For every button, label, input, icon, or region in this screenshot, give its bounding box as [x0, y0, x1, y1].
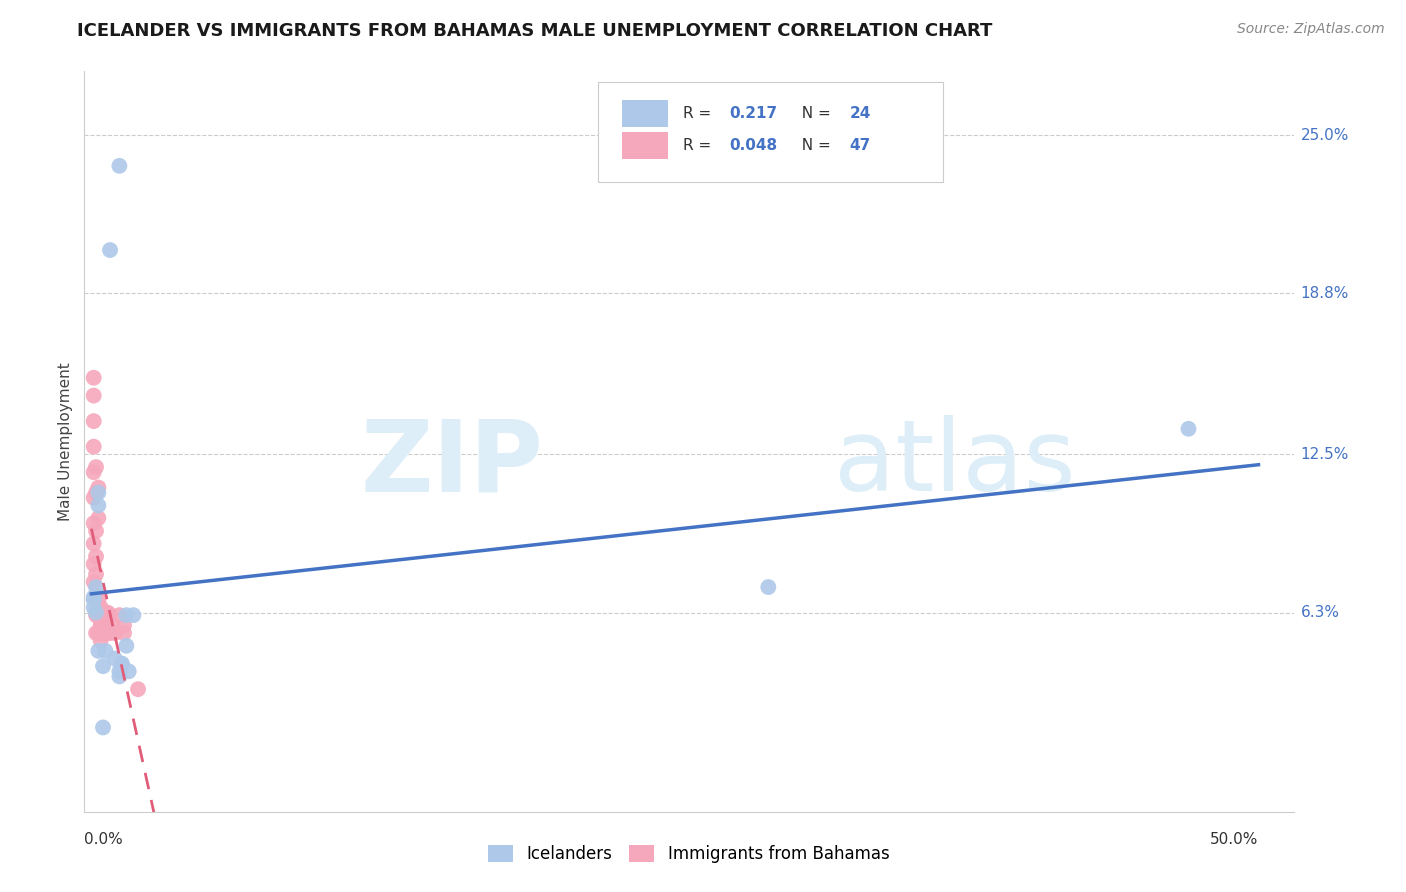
- Point: [91, 606, 114, 620]
- Point: [87, 608, 110, 623]
- Point: [84, 608, 107, 623]
- Point: [112, 618, 135, 632]
- Text: 12.5%: 12.5%: [1301, 447, 1348, 462]
- Point: [98, 626, 121, 640]
- Point: [91, 626, 114, 640]
- Point: [87, 511, 110, 525]
- Point: [84, 524, 107, 538]
- Y-axis label: Male Unemployment: Male Unemployment: [58, 362, 73, 521]
- Point: [87, 499, 110, 513]
- Point: [104, 626, 127, 640]
- Point: [91, 613, 114, 627]
- Point: [84, 549, 107, 564]
- Text: 50.0%: 50.0%: [1211, 832, 1258, 847]
- Point: [83, 440, 105, 454]
- Point: [84, 567, 107, 582]
- Point: [108, 159, 131, 173]
- Point: [122, 608, 145, 623]
- Point: [94, 626, 117, 640]
- Point: [90, 608, 112, 623]
- Point: [108, 608, 131, 623]
- Point: [83, 557, 105, 571]
- Point: [83, 600, 105, 615]
- Point: [83, 370, 105, 384]
- Text: R =: R =: [683, 138, 716, 153]
- Point: [83, 592, 105, 607]
- Point: [84, 588, 107, 602]
- Text: R =: R =: [683, 106, 716, 121]
- Point: [83, 465, 105, 479]
- Point: [111, 657, 134, 671]
- Point: [115, 639, 138, 653]
- FancyBboxPatch shape: [623, 132, 668, 159]
- Point: [101, 618, 124, 632]
- Point: [118, 665, 141, 679]
- Point: [91, 659, 114, 673]
- Point: [84, 485, 107, 500]
- Point: [108, 669, 131, 683]
- Text: atlas: atlas: [834, 416, 1076, 512]
- Point: [97, 626, 120, 640]
- Point: [1177, 422, 1199, 436]
- Point: [90, 613, 112, 627]
- Point: [91, 606, 114, 620]
- Point: [90, 600, 112, 615]
- Text: ZIP: ZIP: [361, 416, 544, 512]
- Legend: Icelanders, Immigrants from Bahamas: Icelanders, Immigrants from Bahamas: [482, 838, 896, 870]
- Text: Source: ZipAtlas.com: Source: ZipAtlas.com: [1237, 22, 1385, 37]
- Point: [83, 591, 105, 605]
- Text: 25.0%: 25.0%: [1301, 128, 1348, 143]
- Point: [98, 243, 121, 257]
- Point: [127, 682, 149, 697]
- Point: [90, 618, 112, 632]
- Point: [94, 608, 117, 623]
- FancyBboxPatch shape: [599, 82, 943, 183]
- Point: [83, 536, 105, 550]
- Point: [98, 608, 121, 623]
- Point: [87, 592, 110, 607]
- Point: [83, 491, 105, 505]
- Text: 47: 47: [849, 138, 870, 153]
- Point: [115, 608, 138, 623]
- Point: [112, 626, 135, 640]
- Point: [83, 414, 105, 428]
- Point: [94, 644, 117, 658]
- Point: [90, 633, 112, 648]
- Point: [87, 485, 110, 500]
- Point: [87, 644, 110, 658]
- Point: [90, 626, 112, 640]
- Point: [83, 574, 105, 589]
- FancyBboxPatch shape: [623, 100, 668, 127]
- Point: [84, 580, 107, 594]
- Point: [108, 665, 131, 679]
- Point: [87, 481, 110, 495]
- Point: [84, 626, 107, 640]
- Point: [84, 460, 107, 475]
- Point: [104, 651, 127, 665]
- Point: [97, 606, 120, 620]
- Point: [94, 606, 117, 620]
- Point: [94, 613, 117, 627]
- Text: ICELANDER VS IMMIGRANTS FROM BAHAMAS MALE UNEMPLOYMENT CORRELATION CHART: ICELANDER VS IMMIGRANTS FROM BAHAMAS MAL…: [77, 22, 993, 40]
- Text: 0.217: 0.217: [728, 106, 778, 121]
- Text: N =: N =: [792, 138, 835, 153]
- Point: [84, 606, 107, 620]
- Point: [83, 516, 105, 531]
- Point: [83, 388, 105, 402]
- Point: [87, 626, 110, 640]
- Text: 24: 24: [849, 106, 872, 121]
- Text: 0.0%: 0.0%: [84, 832, 124, 847]
- Text: N =: N =: [792, 106, 835, 121]
- Text: 0.048: 0.048: [728, 138, 778, 153]
- Point: [756, 580, 779, 594]
- Text: 6.3%: 6.3%: [1301, 605, 1340, 620]
- Text: 18.8%: 18.8%: [1301, 286, 1348, 301]
- Point: [111, 657, 134, 671]
- Point: [91, 721, 114, 735]
